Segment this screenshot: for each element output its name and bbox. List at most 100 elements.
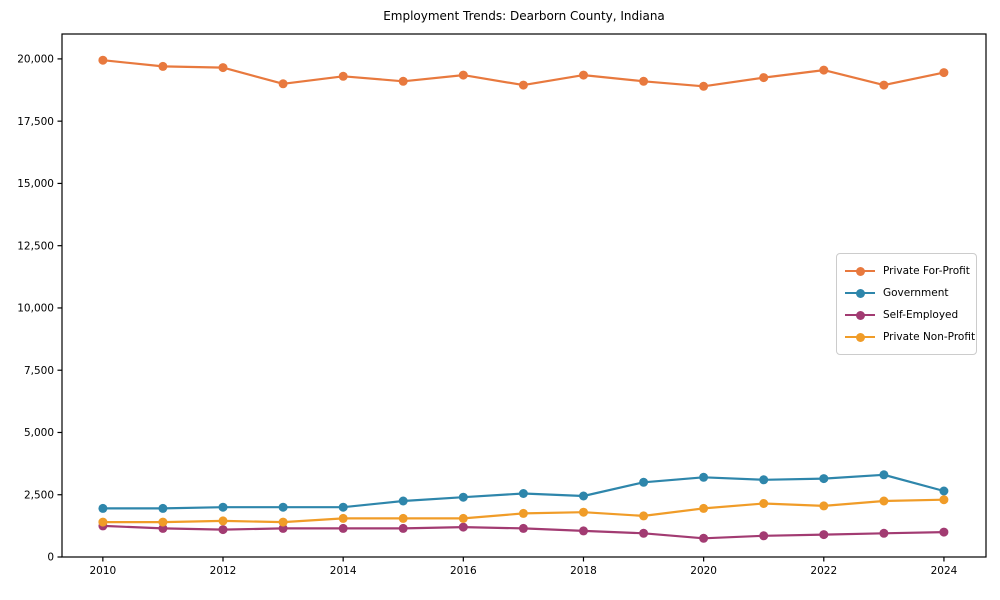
data-point-marker bbox=[338, 71, 348, 81]
data-point-marker bbox=[579, 70, 588, 80]
data-point-marker bbox=[699, 503, 709, 513]
data-point-marker bbox=[458, 492, 468, 502]
chart-title: Employment Trends: Dearborn County, Indi… bbox=[383, 9, 665, 23]
legend-item-self-employed: Self-Employed bbox=[845, 304, 968, 326]
data-point-marker bbox=[939, 486, 949, 496]
legend-item-government: Government bbox=[845, 282, 968, 304]
x-axis-tick-label: 2022 bbox=[810, 565, 837, 577]
series-private-for-profit bbox=[98, 55, 949, 91]
data-point-marker bbox=[338, 502, 348, 512]
legend-dot-icon bbox=[855, 288, 865, 298]
data-point-marker bbox=[879, 496, 889, 506]
x-axis-tick-label: 2012 bbox=[210, 565, 237, 577]
y-axis-tick-label: 17,500 bbox=[17, 116, 54, 128]
data-point-marker bbox=[939, 527, 949, 537]
legend-label: Private Non-Profit bbox=[883, 331, 976, 343]
x-axis: 2010 2012 2014 2016 2018 2020 2022 2024 bbox=[89, 557, 958, 577]
data-point-marker bbox=[939, 495, 949, 505]
data-point-marker bbox=[158, 61, 168, 71]
x-axis-tick-label: 2016 bbox=[450, 565, 477, 577]
legend-line-marker-icon bbox=[845, 332, 875, 342]
legend-item-private-non-profit: Private Non-Profit bbox=[845, 326, 975, 348]
data-point-marker bbox=[98, 55, 108, 65]
data-point-marker bbox=[879, 470, 889, 480]
legend-line-marker-icon bbox=[845, 310, 875, 320]
y-axis-tick-label: 12,500 bbox=[17, 240, 54, 252]
data-point-marker bbox=[759, 531, 769, 541]
y-axis-tick-label: 7,500 bbox=[24, 365, 54, 377]
x-axis-tick-label: 2010 bbox=[89, 565, 116, 577]
data-point-marker bbox=[518, 508, 528, 518]
data-point-marker bbox=[699, 472, 709, 482]
data-point-marker bbox=[879, 80, 889, 90]
data-point-marker bbox=[98, 517, 108, 527]
legend: Private For-Profit Government Self-Emplo… bbox=[836, 253, 977, 355]
data-point-marker bbox=[579, 491, 588, 501]
legend-label: Private For-Profit bbox=[883, 265, 970, 277]
data-point-marker bbox=[759, 475, 769, 485]
data-point-marker bbox=[278, 79, 288, 89]
y-axis-tick-label: 20,000 bbox=[17, 54, 54, 66]
y-axis-tick-label: 2,500 bbox=[24, 489, 54, 501]
data-point-marker bbox=[518, 489, 528, 498]
data-point-marker bbox=[158, 523, 168, 533]
data-point-marker bbox=[398, 496, 408, 506]
y-axis: 0 2,500 5,000 7,500 10,000 12,500 15,000 17,500… bbox=[17, 54, 62, 564]
data-point-marker bbox=[518, 523, 528, 533]
data-point-marker bbox=[639, 76, 649, 86]
data-point-marker bbox=[639, 511, 649, 521]
data-point-marker bbox=[218, 525, 228, 535]
data-point-marker bbox=[278, 502, 288, 512]
data-point-marker bbox=[458, 70, 468, 80]
data-point-marker bbox=[278, 517, 288, 527]
data-point-marker bbox=[819, 474, 829, 484]
series-private-non-profit bbox=[98, 495, 949, 527]
legend-line-marker-icon bbox=[845, 266, 875, 276]
data-point-marker bbox=[639, 477, 649, 487]
data-point-marker bbox=[458, 513, 468, 523]
data-point-marker bbox=[579, 507, 588, 517]
data-point-marker bbox=[518, 80, 528, 90]
legend-item-private-for-profit: Private For-Profit bbox=[845, 260, 970, 282]
data-point-marker bbox=[699, 81, 709, 91]
y-axis-tick-label: 0 bbox=[47, 552, 54, 564]
x-axis-tick-label: 2020 bbox=[690, 565, 717, 577]
data-point-marker bbox=[398, 513, 408, 523]
data-point-marker bbox=[819, 65, 829, 75]
data-point-marker bbox=[699, 533, 709, 543]
data-point-marker bbox=[398, 76, 408, 86]
legend-line-marker-icon bbox=[845, 288, 875, 298]
data-point-marker bbox=[579, 526, 588, 536]
data-point-marker bbox=[338, 513, 348, 523]
data-point-marker bbox=[759, 499, 769, 508]
data-point-marker bbox=[939, 68, 949, 78]
y-axis-tick-label: 5,000 bbox=[24, 427, 54, 439]
data-point-marker bbox=[819, 530, 829, 540]
y-axis-tick-label: 15,000 bbox=[17, 178, 54, 190]
x-axis-tick-label: 2024 bbox=[931, 565, 958, 577]
legend-label: Government bbox=[883, 287, 949, 299]
data-point-marker bbox=[278, 523, 288, 533]
x-axis-tick-label: 2014 bbox=[330, 565, 357, 577]
plot-border bbox=[61, 33, 987, 558]
legend-label: Self-Employed bbox=[883, 309, 959, 321]
data-point-marker bbox=[879, 528, 889, 538]
series-self-employed bbox=[98, 521, 949, 543]
data-point-marker bbox=[819, 501, 829, 511]
data-point-marker bbox=[158, 517, 168, 527]
data-point-marker bbox=[218, 502, 228, 512]
series-government bbox=[98, 470, 949, 513]
data-point-marker bbox=[759, 73, 769, 83]
x-axis-tick-label: 2018 bbox=[570, 565, 597, 577]
legend-dot-icon bbox=[855, 310, 865, 320]
legend-dot-icon bbox=[855, 266, 865, 276]
data-point-marker bbox=[218, 516, 228, 526]
data-point-marker bbox=[398, 523, 408, 533]
y-axis-tick-label: 10,000 bbox=[17, 303, 54, 315]
legend-dot-icon bbox=[855, 332, 865, 342]
data-point-marker bbox=[158, 503, 168, 513]
data-point-marker bbox=[639, 528, 649, 538]
data-point-marker bbox=[338, 523, 348, 533]
